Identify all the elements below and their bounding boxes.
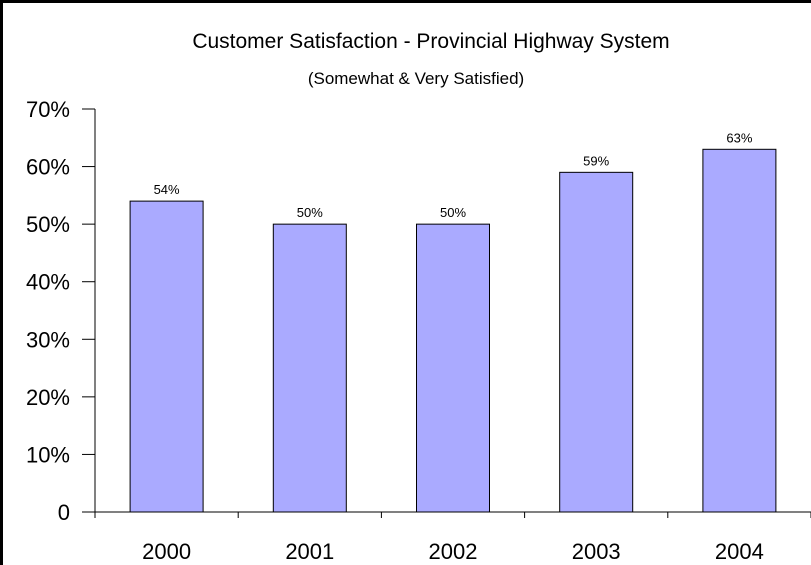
- bar-2002: [416, 223, 490, 513]
- y-tick-label: 10%: [26, 442, 70, 467]
- x-tick-label: 2001: [285, 539, 334, 564]
- bar-2003: [559, 171, 634, 513]
- data-labels: 54% 50% 50% 59% 63%: [154, 130, 753, 220]
- y-tick-label: 30%: [26, 327, 70, 352]
- x-tick-label: 2000: [142, 539, 191, 564]
- bar-2001: [272, 223, 347, 513]
- x-tick-label: 2004: [715, 539, 764, 564]
- chart-subtitle: (Somewhat & Very Satisfied): [308, 69, 524, 88]
- y-tick-label: 20%: [26, 385, 70, 410]
- chart-title: Customer Satisfaction - Provincial Highw…: [192, 30, 669, 53]
- data-label: 59%: [583, 153, 609, 168]
- y-axis: 0 10% 20% 30% 40% 50% 60% 70%: [26, 97, 96, 525]
- y-tick-label: 40%: [26, 270, 70, 295]
- bars: [129, 148, 777, 513]
- x-tick-label: 2003: [572, 539, 621, 564]
- data-label: 63%: [726, 130, 752, 145]
- bar-2004: [702, 148, 777, 513]
- x-axis: 2000 2001 2002 2003 2004: [94, 511, 811, 564]
- bar-2000: [129, 200, 204, 513]
- y-tick-label: 60%: [26, 155, 70, 180]
- y-tick-label: 0: [58, 500, 70, 525]
- y-tick-label: 70%: [26, 97, 70, 122]
- y-tick-label: 50%: [26, 212, 70, 237]
- x-tick-label: 2002: [429, 539, 478, 564]
- data-label: 50%: [297, 205, 323, 220]
- data-label: 54%: [154, 182, 180, 197]
- data-label: 50%: [440, 205, 466, 220]
